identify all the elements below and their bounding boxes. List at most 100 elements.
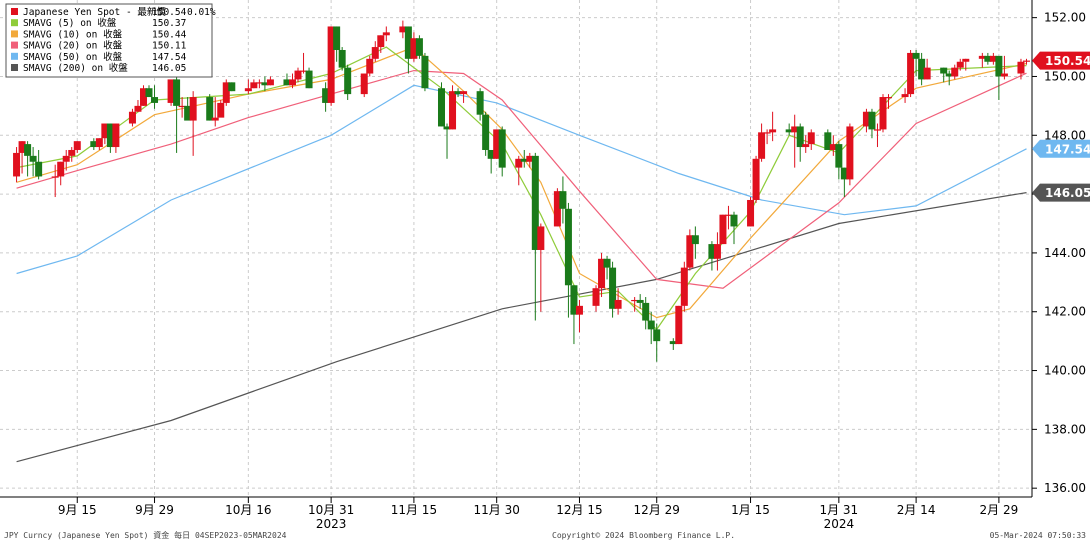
candle-body — [250, 82, 258, 89]
candle-body — [18, 141, 26, 153]
candle-body — [829, 144, 837, 150]
candle-body — [454, 91, 462, 95]
x-tick-label: 12月 29 — [634, 503, 680, 517]
candle-body — [912, 52, 920, 59]
candle-body — [178, 105, 186, 108]
candle-body — [526, 155, 534, 162]
footer-right: 05-Mar-2024 07:50:33 — [990, 531, 1087, 540]
y-tick-label: 152.00 — [1044, 11, 1086, 25]
candle-body — [686, 235, 694, 268]
candle-body — [879, 97, 887, 130]
candle-body — [680, 267, 688, 306]
candle-body — [945, 73, 953, 77]
legend-series-name: SMAVG (50) on 收盤 — [23, 51, 123, 63]
candle-body — [443, 126, 451, 130]
ma50-line — [16, 84, 1027, 275]
candle-body — [57, 161, 65, 177]
candle-body — [366, 58, 374, 74]
candle-body — [460, 91, 468, 95]
candle-body — [609, 267, 617, 309]
candle-body — [603, 258, 611, 268]
legend-swatch — [11, 64, 18, 71]
value-badge-bg — [1032, 183, 1090, 202]
candle-body — [344, 67, 352, 95]
candle-body — [614, 299, 622, 309]
candle-body — [338, 49, 346, 68]
candle-body — [791, 126, 799, 133]
candle-body — [796, 126, 804, 148]
candle-body — [173, 79, 181, 106]
legend-series-value: 150.11 — [152, 41, 187, 52]
x-tick-label: 2月 14 — [897, 503, 936, 517]
candle-body — [824, 132, 832, 150]
candle-body — [1000, 73, 1008, 77]
candle-body — [184, 105, 192, 121]
legend-swatch — [11, 8, 18, 15]
candle-body — [564, 208, 572, 286]
legend-series-value: 147.54 — [152, 52, 187, 63]
candle-body — [487, 149, 495, 159]
value-badge-label: 147.54 — [1045, 142, 1090, 156]
candle-body — [752, 158, 760, 200]
value-badge-label: 146.05 — [1045, 186, 1090, 200]
ma20-line — [16, 69, 1027, 289]
candle-body — [112, 123, 120, 148]
x-tick-label: 12月 15 — [556, 503, 602, 517]
candle-body — [35, 161, 43, 177]
candle-body — [691, 235, 699, 245]
candle-body — [228, 82, 236, 92]
candle-body — [134, 105, 142, 112]
x-tick-label: 2月 29 — [980, 503, 1019, 517]
candle-body — [956, 61, 964, 68]
candle-body — [724, 214, 732, 216]
candle-body — [807, 132, 815, 145]
candle-body — [437, 88, 445, 127]
legend-series-name: SMAVG (5) on 收盤 — [23, 17, 117, 29]
candle-body — [294, 70, 302, 80]
candle-body — [840, 167, 848, 180]
candle-body — [978, 55, 986, 59]
candle-body — [128, 111, 136, 124]
candle-body — [785, 129, 793, 133]
legend-series-name: Japanese Yen Spot - 最新價 — [23, 6, 166, 18]
x-tick-label: 11月 30 — [474, 503, 520, 517]
candle-body — [189, 97, 197, 121]
candle-body — [763, 132, 771, 134]
candle-body — [531, 155, 539, 250]
x-year-label: 2024 — [824, 517, 855, 531]
candle-body — [747, 199, 755, 227]
candle-body — [261, 82, 269, 86]
candle-body — [211, 117, 219, 121]
legend-series-value: 150.44 — [152, 29, 187, 40]
x-tick-label: 9月 29 — [135, 503, 174, 517]
candle-body — [636, 299, 644, 303]
y-tick-label: 138.00 — [1044, 422, 1086, 436]
x-tick-label: 11月 15 — [391, 503, 437, 517]
legend-series-value: 150.54 — [152, 7, 187, 18]
candle-body — [537, 226, 545, 250]
candle-body — [553, 191, 561, 227]
candle-body — [951, 67, 959, 77]
candle-body — [885, 97, 893, 99]
candle-body — [333, 26, 341, 50]
grid — [0, 0, 1032, 497]
legend-swatch — [11, 52, 18, 60]
candle-body — [255, 82, 263, 84]
candle-body — [873, 129, 881, 131]
moving-average-lines — [16, 46, 1027, 463]
candle-body — [266, 79, 274, 86]
candle-body — [631, 299, 639, 302]
value-badge-bg — [1032, 51, 1090, 70]
candle-body — [962, 58, 970, 62]
x-tick-label: 1月 31 — [819, 503, 858, 517]
candle-body — [399, 26, 407, 33]
candle-body — [598, 258, 606, 289]
legend-series-name: SMAVG (200) on 收盤 — [23, 62, 128, 74]
legend-series-name: SMAVG (10) on 收盤 — [23, 28, 123, 40]
candle-body — [570, 285, 578, 315]
footer-left: JPY Curncy (Japanese Yen Spot) 資金 每日 04S… — [4, 530, 287, 540]
candle-body — [217, 102, 225, 118]
